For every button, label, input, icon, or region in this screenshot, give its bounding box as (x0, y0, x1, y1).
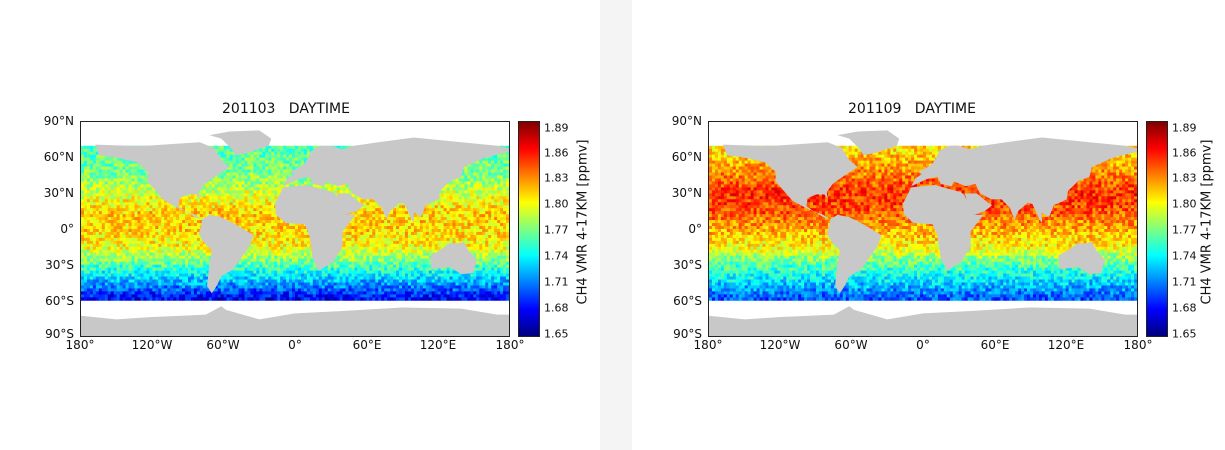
map-panel-201109: 201109 DAYTIME 90°N 60°N 30°N 0° 30°S 60… (632, 0, 1225, 450)
lat-label: 60°S (45, 294, 74, 308)
lon-label: 120°W (759, 338, 801, 352)
colorbar-gradient (1147, 122, 1167, 336)
colorbar-tick: 1.68 (1172, 301, 1197, 315)
colorbar-label: CH4 VMR 4-17KM [ppmv] (575, 139, 591, 305)
colorbar (518, 121, 540, 337)
lon-label: 120°E (419, 338, 457, 352)
lon-label: 60°E (352, 338, 382, 352)
land-mask (902, 185, 984, 271)
colorbar-tick: 1.71 (544, 275, 569, 289)
lon-label: 60°W (834, 338, 868, 352)
map-title: 201109 DAYTIME (848, 101, 976, 117)
lon-label: 60°E (980, 338, 1010, 352)
colorbar-tick: 1.86 (1172, 146, 1197, 160)
colorbar-tick: 1.83 (544, 171, 569, 185)
lat-label: 30°N (43, 186, 74, 200)
colorbar-tick: 1.65 (544, 327, 569, 341)
map-panel-201103: 201103 DAYTIME 90°N 60°N 30°N 0° 30°S 60… (0, 0, 600, 450)
land-mask (430, 242, 477, 275)
lon-label: 180° (1123, 338, 1153, 352)
colorbar-tick: 1.80 (1172, 197, 1197, 211)
colorbar-label: CH4 VMR 4-17KM [ppmv] (1199, 139, 1215, 305)
land-mask (81, 306, 509, 336)
methane-field-map (81, 130, 509, 336)
lat-label: 0° (688, 222, 702, 236)
lat-label: 90°S (673, 327, 702, 341)
lat-label: 0° (60, 222, 74, 236)
lat-label: 30°S (673, 258, 702, 272)
lat-label: 30°N (671, 186, 702, 200)
land-mask (336, 193, 364, 215)
colorbar-tick: 1.89 (1172, 121, 1197, 135)
lon-label: 180° (65, 338, 95, 352)
land-mask (837, 130, 900, 156)
colorbar (1146, 121, 1168, 337)
land-mask (723, 142, 858, 220)
map-plot-area (80, 121, 510, 337)
land-mask (826, 214, 882, 294)
colorbar-gradient (519, 122, 539, 336)
lat-label: 60°N (671, 150, 702, 164)
colorbar-tick: 1.68 (544, 301, 569, 315)
lon-label: 120°W (131, 338, 173, 352)
land-mask (911, 137, 1137, 224)
lon-label: 60°W (206, 338, 240, 352)
map-title: 201103 DAYTIME (222, 101, 350, 117)
lat-label: 90°N (43, 114, 74, 128)
lat-label: 30°S (45, 258, 74, 272)
map-plot-area (708, 121, 1138, 337)
land-mask (209, 130, 272, 156)
colorbar-tick: 1.86 (544, 146, 569, 160)
lon-label: 0° (288, 338, 302, 352)
colorbar-tick: 1.83 (1172, 171, 1197, 185)
land-mask (283, 137, 509, 224)
lat-label: 60°N (43, 150, 74, 164)
colorbar-tick: 1.77 (1172, 223, 1197, 237)
colorbar-tick: 1.89 (544, 121, 569, 135)
colorbar-tick: 1.77 (544, 223, 569, 237)
colorbar-tick: 1.80 (544, 197, 569, 211)
colorbar-tick: 1.74 (1172, 249, 1197, 263)
lon-label: 120°E (1047, 338, 1085, 352)
colorbar-tick: 1.74 (544, 249, 569, 263)
lon-label: 0° (916, 338, 930, 352)
colorbar-tick: 1.65 (1172, 327, 1197, 341)
lat-label: 90°S (45, 327, 74, 341)
land-mask (1058, 242, 1105, 275)
lat-label: 90°N (671, 114, 702, 128)
lon-label: 180° (693, 338, 723, 352)
land-mask (95, 142, 230, 220)
land-mask (198, 214, 254, 294)
lon-label: 180° (495, 338, 525, 352)
land-mask (274, 185, 356, 271)
colorbar-tick: 1.71 (1172, 275, 1197, 289)
lat-label: 60°S (673, 294, 702, 308)
land-mask (709, 306, 1137, 336)
methane-field-map (709, 130, 1137, 336)
land-mask (964, 193, 992, 215)
